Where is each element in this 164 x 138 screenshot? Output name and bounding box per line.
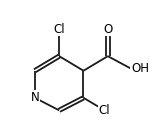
Text: Cl: Cl: [99, 104, 110, 117]
Text: OH: OH: [131, 62, 149, 75]
Text: O: O: [103, 22, 113, 36]
Text: Cl: Cl: [53, 22, 65, 36]
Text: N: N: [31, 91, 39, 104]
